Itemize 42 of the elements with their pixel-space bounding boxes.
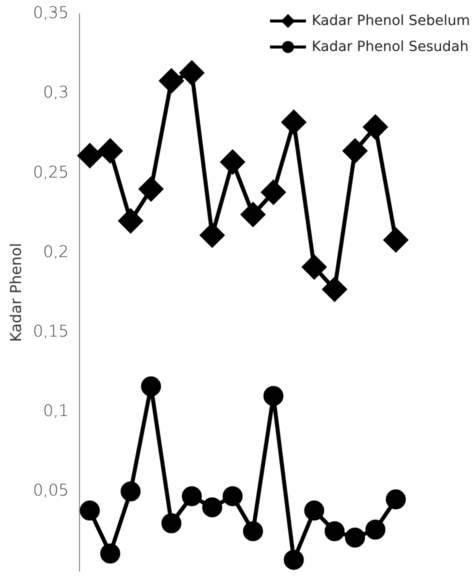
point <box>100 543 120 564</box>
point <box>384 228 408 252</box>
point <box>141 376 162 396</box>
y-tick-label: 0,05 <box>33 480 69 500</box>
point <box>302 255 326 280</box>
point <box>241 202 266 227</box>
point <box>220 150 245 174</box>
point <box>343 138 368 163</box>
point <box>363 114 388 139</box>
point <box>222 486 243 506</box>
point <box>80 500 100 521</box>
point <box>365 520 386 540</box>
point <box>324 521 345 542</box>
point <box>118 208 143 233</box>
y-tick-label: 0,3 <box>43 82 69 102</box>
point <box>120 481 141 502</box>
y-tick-label: 0,25 <box>33 162 69 182</box>
y-tick-label: 0,15 <box>33 321 69 340</box>
point <box>182 486 202 506</box>
point <box>284 550 304 570</box>
point <box>345 528 366 548</box>
y-tick-label: 0,35 <box>33 3 69 22</box>
y-tick-label: 0,2 <box>43 242 69 261</box>
point <box>282 110 306 134</box>
point <box>161 513 182 534</box>
point <box>261 180 286 204</box>
point <box>98 138 122 163</box>
point <box>159 68 184 93</box>
point <box>180 60 204 85</box>
y-tick-label: 0,1 <box>43 401 69 420</box>
point <box>200 223 224 248</box>
point <box>304 500 324 521</box>
legend-label: Kadar Phenol Sesudah <box>312 38 469 57</box>
point <box>202 497 222 518</box>
point <box>322 277 347 302</box>
point <box>78 144 102 168</box>
point <box>386 489 406 510</box>
point <box>243 521 264 542</box>
point <box>139 177 164 202</box>
legend-label: Kadar Phenol Sebelum <box>312 12 470 31</box>
y-axis-title: Kadar Phenol <box>6 242 25 342</box>
point <box>263 386 284 406</box>
